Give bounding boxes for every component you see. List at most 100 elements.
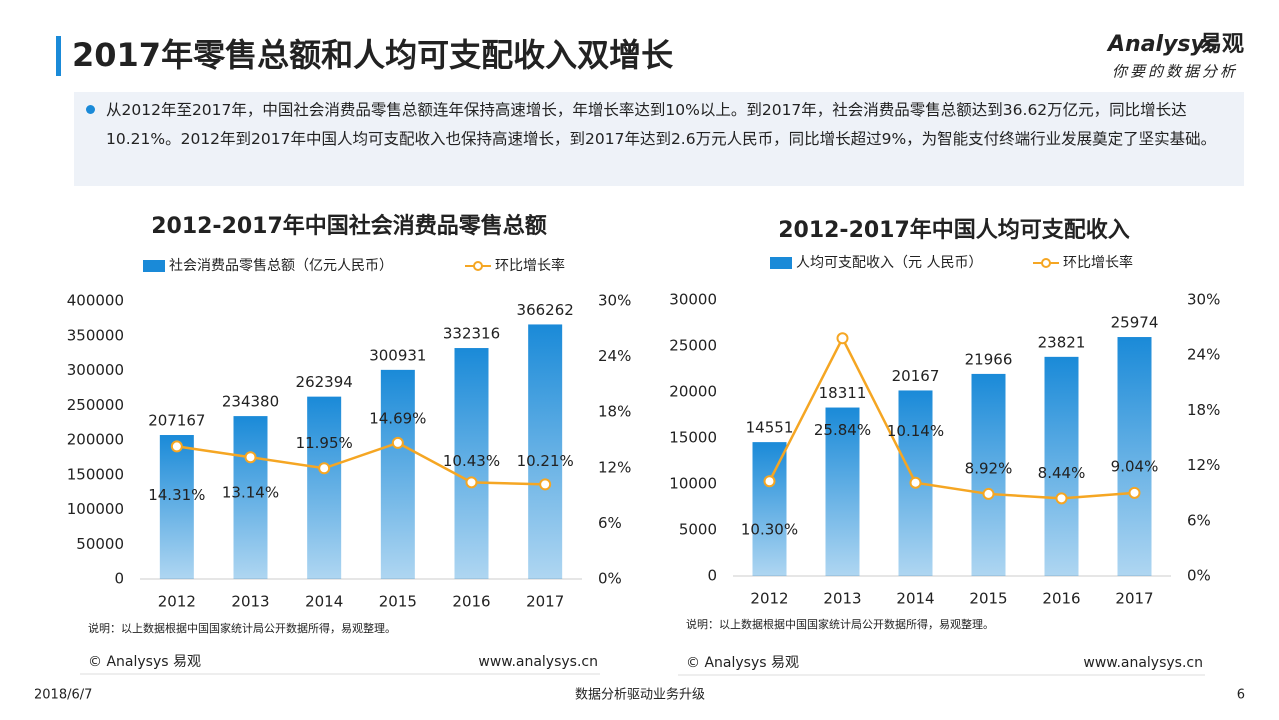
bar-value-label: 14551 bbox=[746, 419, 794, 437]
y2-tick-label: 18% bbox=[1187, 401, 1220, 419]
bar-value-label: 234380 bbox=[222, 393, 279, 411]
bar-value-label: 300931 bbox=[369, 346, 426, 364]
line-point bbox=[909, 476, 922, 489]
y2-tick-label: 6% bbox=[1187, 511, 1211, 529]
x-tick-label: 2012 bbox=[158, 593, 196, 611]
chart-title: 2012-2017年中国社会消费品零售总额 bbox=[151, 213, 547, 239]
line-value-label: 10.14% bbox=[887, 422, 944, 440]
y-tick-label: 300000 bbox=[67, 361, 124, 379]
y2-tick-label: 0% bbox=[1187, 567, 1211, 585]
y2-tick-label: 12% bbox=[598, 458, 631, 476]
bar bbox=[825, 407, 860, 576]
y2-tick-label: 24% bbox=[1187, 346, 1220, 364]
note: 说明：以上数据根据中国国家统计局公开数据所得，易观整理。 bbox=[686, 617, 994, 631]
growth-line bbox=[176, 441, 546, 486]
line-value-label: 25.84% bbox=[814, 421, 871, 439]
y2-tick-label: 18% bbox=[598, 403, 631, 421]
legend-label: 环比增长率 bbox=[1063, 254, 1133, 271]
y2-tick-label: 30% bbox=[598, 292, 631, 310]
y-tick-label: 5000 bbox=[679, 521, 717, 539]
line-point bbox=[836, 332, 849, 345]
line-value-label: 10.21% bbox=[517, 452, 574, 470]
line-point bbox=[1128, 486, 1141, 499]
bar-value-label: 18311 bbox=[819, 384, 867, 402]
bar bbox=[454, 348, 489, 579]
y2-tick-label: 24% bbox=[598, 347, 631, 365]
line-value-label: 10.43% bbox=[443, 452, 500, 470]
line-point bbox=[170, 440, 183, 453]
line-value-label: 13.14% bbox=[222, 484, 279, 502]
x-tick-label: 2014 bbox=[896, 590, 934, 608]
bar bbox=[307, 396, 342, 579]
y-tick-label: 200000 bbox=[67, 431, 124, 449]
bar bbox=[752, 442, 787, 576]
y-tick-label: 20000 bbox=[669, 383, 717, 401]
bar bbox=[380, 369, 415, 579]
line-point bbox=[391, 436, 404, 449]
line-value-label: 11.95% bbox=[296, 434, 353, 452]
legend-marker bbox=[1041, 258, 1051, 268]
bar bbox=[1117, 337, 1152, 576]
y-tick-label: 0 bbox=[707, 567, 717, 585]
y-tick-label: 25000 bbox=[669, 337, 717, 355]
growth-line bbox=[768, 335, 1135, 500]
x-tick-label: 2017 bbox=[1115, 590, 1153, 608]
bullet-text: 从2012年至2017年，中国社会消费品零售总额连年保持高速增长，年增长率达到1… bbox=[74, 92, 1244, 186]
url: www.analysys.cn bbox=[478, 654, 598, 670]
page-title: 2017年零售总额和人均可支配收入双增长 bbox=[72, 36, 673, 74]
legend-label: 环比增长率 bbox=[495, 257, 565, 274]
url: www.analysys.cn bbox=[1083, 655, 1203, 671]
y-tick-label: 15000 bbox=[669, 429, 717, 447]
line-point bbox=[318, 462, 331, 475]
line-point bbox=[1055, 492, 1068, 505]
x-tick-label: 2016 bbox=[452, 593, 490, 611]
x-tick-label: 2015 bbox=[379, 593, 417, 611]
y2-tick-label: 6% bbox=[598, 514, 622, 532]
x-tick-label: 2013 bbox=[231, 593, 269, 611]
logo-cn: 易观 bbox=[1200, 32, 1244, 57]
y-tick-label: 150000 bbox=[67, 465, 124, 483]
y-tick-label: 400000 bbox=[67, 292, 124, 310]
y2-tick-label: 30% bbox=[1187, 291, 1220, 309]
x-tick-label: 2012 bbox=[750, 590, 788, 608]
y-tick-label: 100000 bbox=[67, 500, 124, 518]
line-point bbox=[763, 475, 776, 488]
line-value-label: 14.31% bbox=[148, 486, 205, 504]
y-tick-label: 50000 bbox=[76, 535, 124, 553]
bar bbox=[528, 324, 563, 579]
x-tick-label: 2014 bbox=[305, 593, 343, 611]
legend-label: 人均可支配收入（元 人民币） bbox=[796, 255, 982, 271]
note: 说明：以上数据根据中国国家统计局公开数据所得，易观整理。 bbox=[88, 621, 396, 635]
logo-slogan: 你要的数据分析 bbox=[1112, 63, 1238, 81]
logo-name: Analysys bbox=[1106, 32, 1218, 57]
y-tick-label: 0 bbox=[114, 570, 124, 588]
legend-swatch bbox=[770, 257, 792, 269]
footer-date: 2018/6/7 bbox=[34, 688, 92, 703]
y2-tick-label: 12% bbox=[1187, 456, 1220, 474]
bar-value-label: 207167 bbox=[148, 412, 205, 430]
y-tick-label: 250000 bbox=[67, 396, 124, 414]
line-point bbox=[982, 487, 995, 500]
x-tick-label: 2017 bbox=[526, 593, 564, 611]
line-point bbox=[539, 478, 552, 491]
y-tick-label: 30000 bbox=[669, 291, 717, 309]
y2-tick-label: 0% bbox=[598, 570, 622, 588]
x-tick-label: 2016 bbox=[1042, 590, 1080, 608]
bar-value-label: 23821 bbox=[1038, 333, 1086, 351]
footer-slogan: 数据分析驱动业务升级 bbox=[575, 687, 705, 703]
bar bbox=[233, 416, 268, 579]
bar bbox=[159, 435, 194, 579]
legend-marker bbox=[473, 261, 483, 271]
line-value-label: 9.04% bbox=[1111, 457, 1159, 475]
x-tick-label: 2013 bbox=[823, 590, 861, 608]
line-value-label: 8.44% bbox=[1038, 464, 1086, 482]
line-value-label: 14.69% bbox=[369, 409, 426, 427]
legend-label: 社会消费品零售总额（亿元人民币） bbox=[169, 258, 393, 274]
copyright: © Analysys 易观 bbox=[686, 655, 799, 671]
line-value-label: 10.30% bbox=[741, 521, 798, 539]
x-tick-label: 2015 bbox=[969, 590, 1007, 608]
bar-value-label: 332316 bbox=[443, 325, 500, 343]
bar-value-label: 25974 bbox=[1111, 314, 1159, 332]
